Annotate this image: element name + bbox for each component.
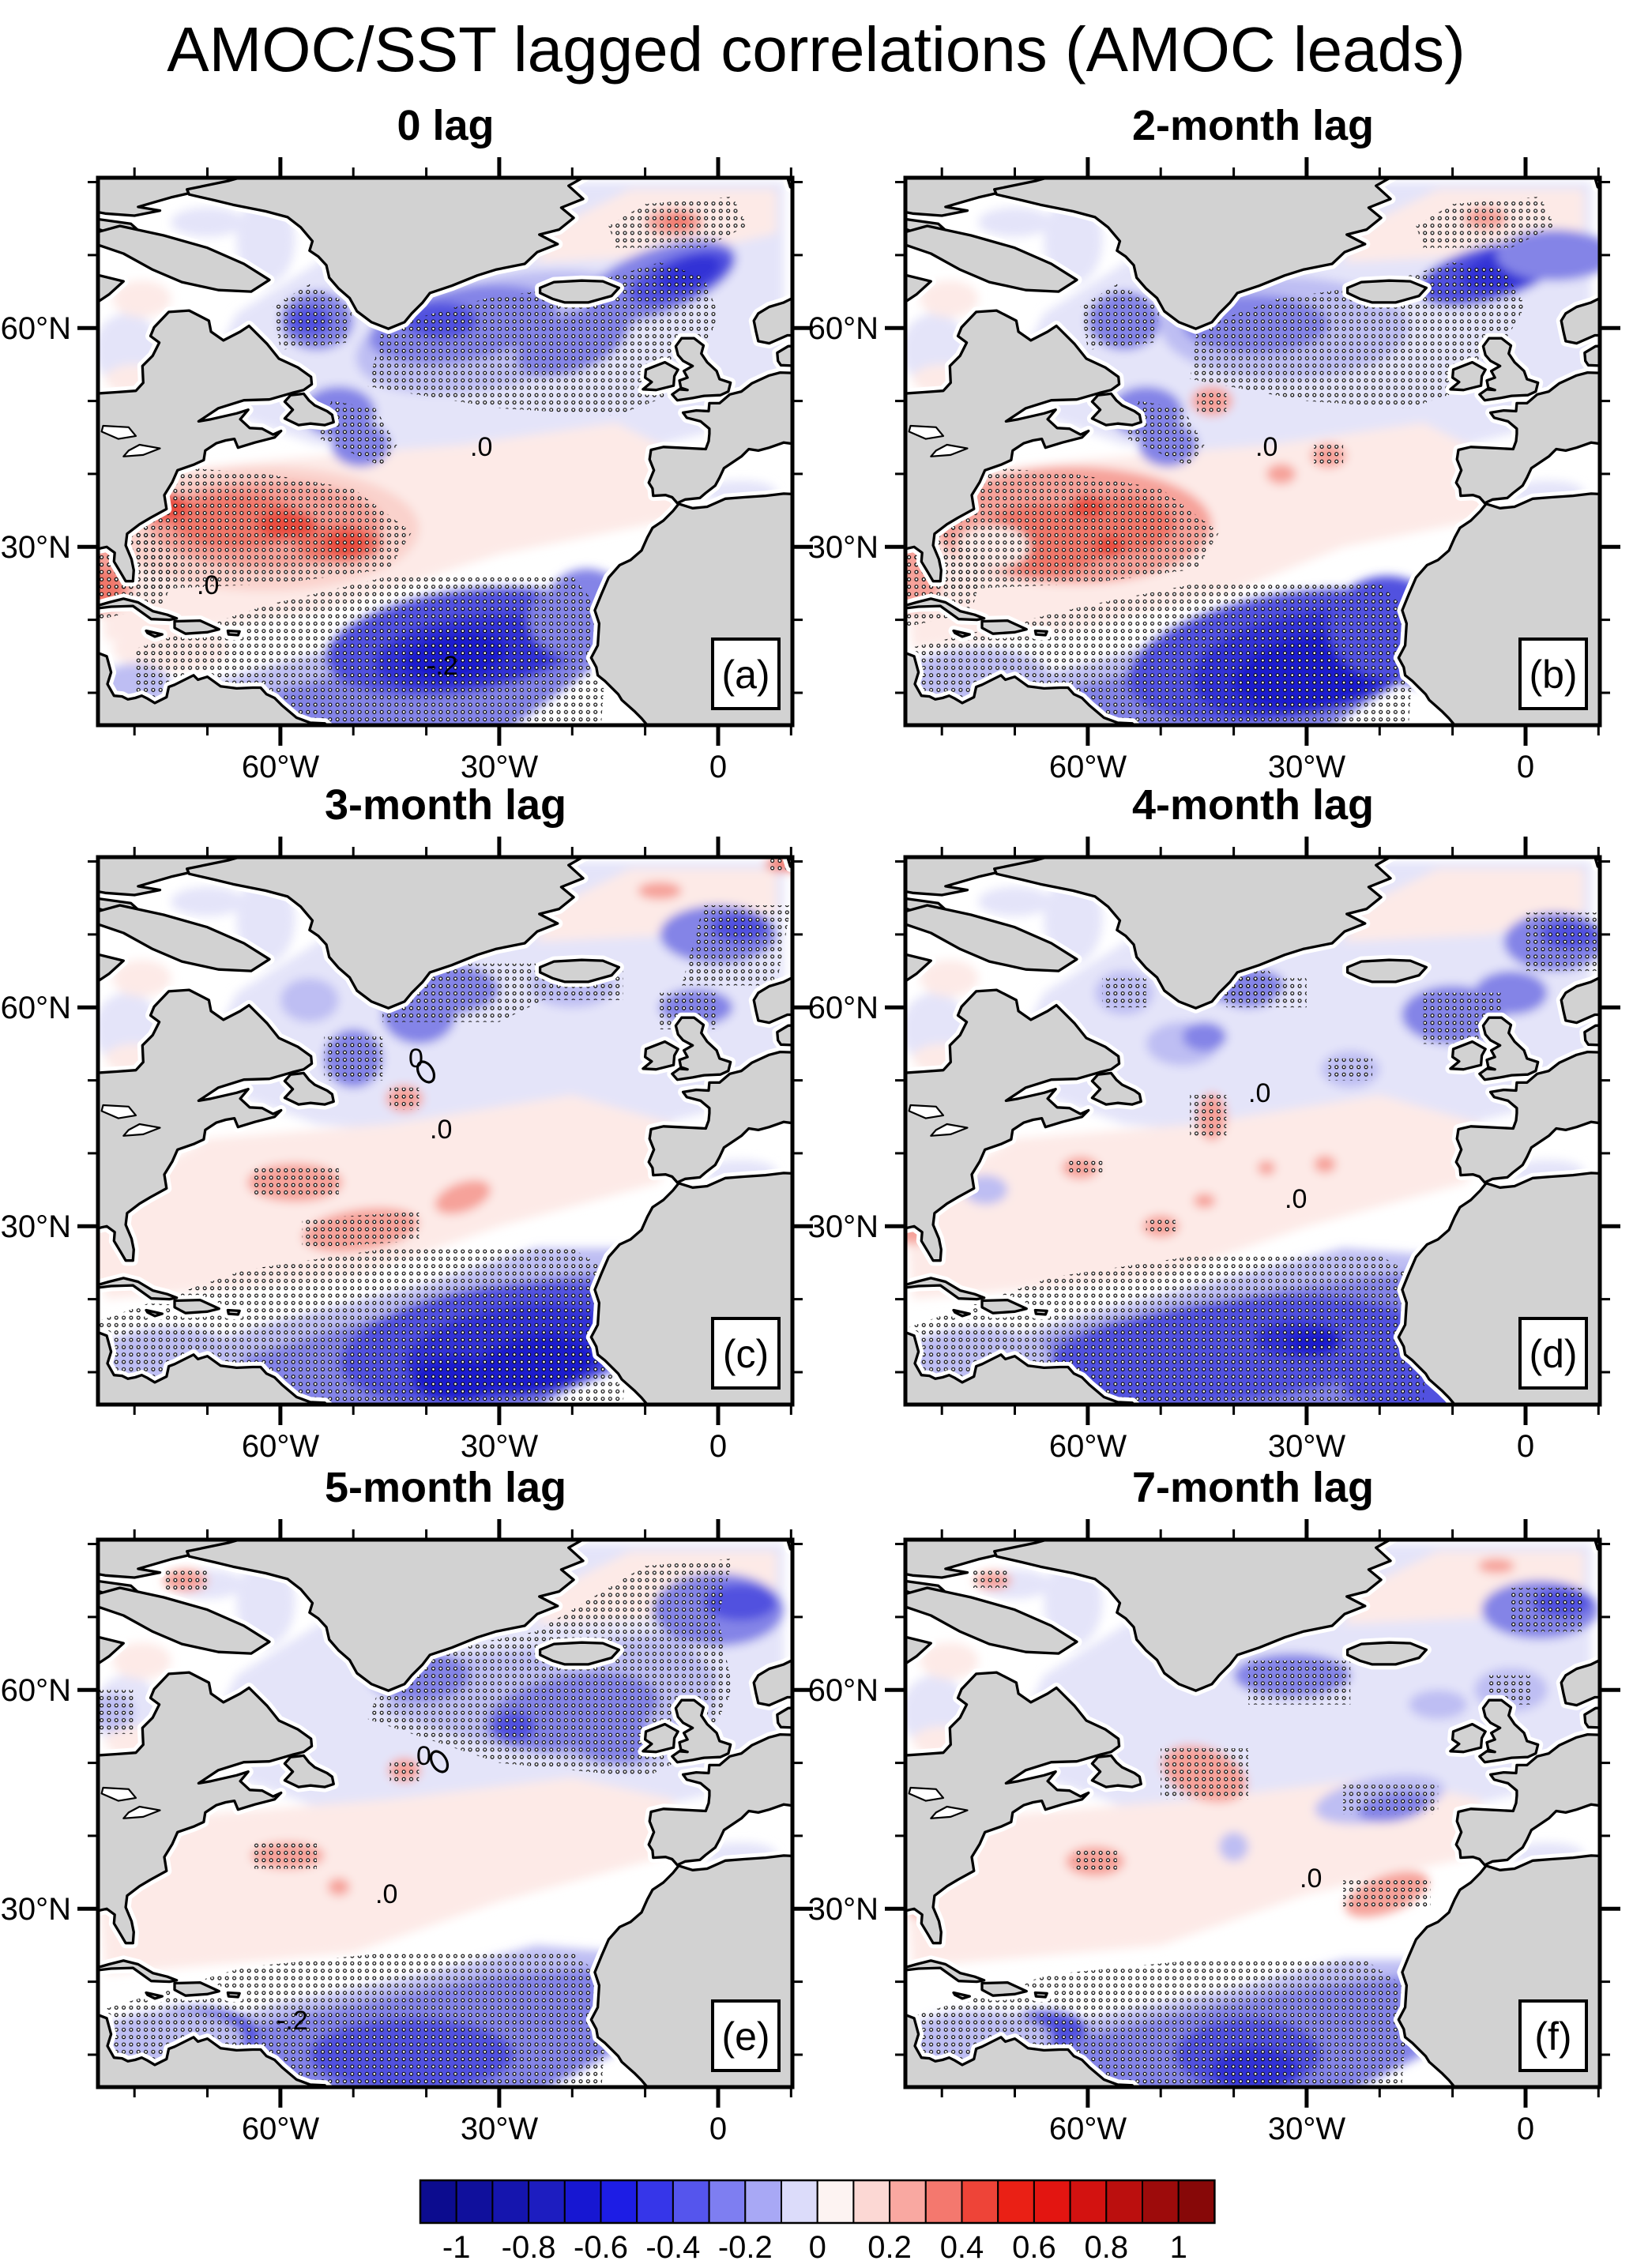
svg-text:0: 0 (416, 1741, 431, 1771)
svg-text:30°N: 30°N (808, 1892, 879, 1927)
svg-text:0.8: 0.8 (1084, 2230, 1128, 2265)
svg-text:.0: .0 (375, 1879, 397, 1909)
svg-text:0: 0 (709, 1429, 727, 1464)
svg-text:60°W: 60°W (242, 750, 319, 784)
svg-text:.0: .0 (1285, 1184, 1307, 1214)
svg-text:0: 0 (408, 1044, 423, 1074)
svg-text:7-month lag: 7-month lag (1132, 1464, 1374, 1511)
svg-text:(a): (a) (721, 653, 769, 697)
svg-text:5-month lag: 5-month lag (325, 1464, 566, 1511)
svg-text:60°W: 60°W (1049, 750, 1127, 784)
svg-text:30°W: 30°W (1268, 2112, 1345, 2146)
svg-text:1: 1 (1170, 2230, 1187, 2265)
svg-text:30°W: 30°W (461, 2112, 538, 2146)
svg-text:30°N: 30°N (808, 530, 879, 565)
svg-text:(b): (b) (1529, 653, 1577, 697)
svg-text:0.4: 0.4 (940, 2230, 984, 2265)
svg-text:30°W: 30°W (1268, 750, 1345, 784)
svg-text:(e): (e) (721, 2014, 769, 2059)
svg-text:-0.8: -0.8 (502, 2230, 556, 2265)
svg-text:60°W: 60°W (1049, 1429, 1127, 1464)
svg-text:.0: .0 (1248, 1078, 1270, 1108)
svg-text:60°N: 60°N (808, 1673, 879, 1708)
svg-text:30°W: 30°W (1268, 1429, 1345, 1464)
svg-text:.0: .0 (470, 432, 492, 462)
svg-text:0 lag: 0 lag (397, 102, 494, 149)
svg-text:0: 0 (709, 750, 727, 784)
svg-text:30°N: 30°N (1, 1892, 71, 1927)
svg-text:.0: .0 (1255, 432, 1277, 462)
svg-text:30°W: 30°W (461, 750, 538, 784)
svg-text:(d): (d) (1529, 1332, 1577, 1376)
svg-text:0: 0 (709, 2112, 727, 2146)
svg-text:60°N: 60°N (1, 311, 71, 346)
svg-text:-.2: -.2 (277, 2006, 308, 2036)
svg-text:0: 0 (1517, 750, 1534, 784)
svg-text:.0: .0 (197, 570, 219, 600)
svg-text:0.6: 0.6 (1012, 2230, 1056, 2265)
svg-text:(c): (c) (723, 1332, 769, 1376)
svg-text:4-month lag: 4-month lag (1132, 781, 1374, 829)
svg-text:60°N: 60°N (808, 311, 879, 346)
svg-text:60°W: 60°W (242, 2112, 319, 2146)
svg-text:-0.2: -0.2 (718, 2230, 773, 2265)
svg-text:-.2: -.2 (427, 651, 458, 681)
svg-text:.0: .0 (430, 1115, 452, 1145)
svg-text:60°N: 60°N (1, 991, 71, 1025)
svg-text:0: 0 (1517, 1429, 1534, 1464)
svg-text:0: 0 (809, 2230, 826, 2265)
svg-text:-0.4: -0.4 (645, 2230, 700, 2265)
svg-text:-0.6: -0.6 (574, 2230, 628, 2265)
svg-text:60°N: 60°N (808, 991, 879, 1025)
svg-text:30°N: 30°N (808, 1209, 879, 1244)
svg-text:0: 0 (1517, 2112, 1534, 2146)
svg-text:60°W: 60°W (1049, 2112, 1127, 2146)
svg-text:AMOC/SST lagged correlations (: AMOC/SST lagged correlations (AMOC leads… (167, 14, 1466, 85)
svg-text:.0: .0 (1300, 1864, 1322, 1894)
svg-text:60°W: 60°W (242, 1429, 319, 1464)
svg-text:30°N: 30°N (1, 1209, 71, 1244)
svg-text:3-month lag: 3-month lag (325, 781, 566, 829)
svg-text:0.2: 0.2 (867, 2230, 912, 2265)
svg-text:-1: -1 (442, 2230, 471, 2265)
svg-text:60°N: 60°N (1, 1673, 71, 1708)
svg-text:2-month lag: 2-month lag (1132, 102, 1374, 149)
svg-text:30°W: 30°W (461, 1429, 538, 1464)
svg-text:(f): (f) (1534, 2014, 1571, 2059)
svg-text:30°N: 30°N (1, 530, 71, 565)
